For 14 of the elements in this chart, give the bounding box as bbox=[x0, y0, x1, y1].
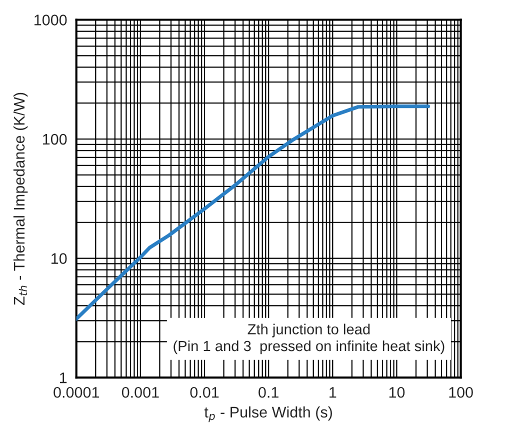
x-tick-label: 100 bbox=[449, 386, 473, 398]
y-tick-label: 1 bbox=[60, 372, 67, 384]
y-tick-label: 1000 bbox=[34, 14, 67, 26]
x-tick-label: 0.1 bbox=[258, 386, 278, 398]
x-tick-label: 0.001 bbox=[122, 386, 159, 398]
x-axis-title: t$_{p}$ - Pulse Width (s) bbox=[204, 406, 332, 422]
x-tick-label: 10 bbox=[389, 386, 405, 398]
y-tick-label: 100 bbox=[43, 134, 67, 145]
annotation: Zth junction to lead (Pin 1 and 3 pressed on infinite heat sink) bbox=[174, 324, 444, 354]
x-tick-label: 0.01 bbox=[190, 386, 219, 398]
x-tick-label: 0.0001 bbox=[54, 386, 99, 398]
y-tick-label: 10 bbox=[52, 253, 67, 264]
y-axis-title: Z$_{th}$ - Thermal Impedance (K/W) bbox=[13, 92, 28, 306]
x-tick-label: 1 bbox=[330, 387, 336, 398]
